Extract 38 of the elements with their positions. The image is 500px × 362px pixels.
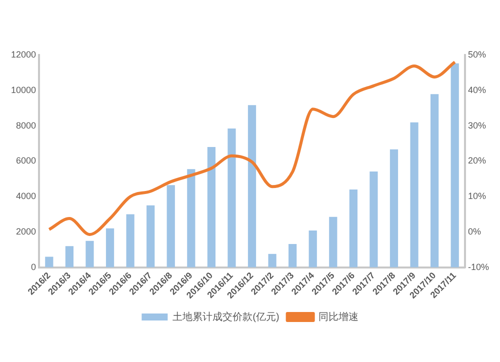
y-tick-label: 2000	[16, 226, 36, 236]
bar	[106, 228, 114, 268]
y-tick-label: 4000	[16, 191, 36, 202]
bar	[146, 205, 155, 268]
y2-tick-label: -10%	[468, 262, 490, 272]
y2-tick-label: 0%	[468, 226, 482, 236]
bar	[390, 149, 398, 268]
bar	[86, 240, 94, 268]
bar	[248, 105, 256, 268]
y-tick-label: 0	[31, 262, 36, 272]
bar	[329, 216, 338, 268]
bar	[126, 214, 134, 268]
y2-tick-label: 20%	[468, 156, 486, 166]
line-series	[48, 60, 456, 236]
bar	[207, 147, 216, 268]
y-tick-label: 12000	[10, 49, 36, 60]
bar	[450, 63, 459, 268]
bar	[65, 246, 74, 268]
y-tick-label: 8000	[16, 120, 36, 130]
y2-tick-label: 40%	[468, 84, 486, 95]
bar	[308, 230, 317, 268]
bar	[187, 169, 196, 268]
legend-label: 土地累计成交价款(亿元)	[172, 310, 280, 323]
bar	[228, 128, 236, 268]
bar	[410, 122, 418, 268]
bar	[45, 256, 54, 268]
legend-label: 同比增速	[318, 310, 358, 323]
bar	[370, 171, 378, 268]
bar	[430, 94, 439, 268]
bar	[268, 254, 276, 268]
bar	[288, 244, 297, 268]
y2-tick-label: 10%	[468, 191, 486, 202]
y-tick-label: 10000	[10, 84, 36, 95]
y2-tick-label: 50%	[468, 49, 486, 60]
y-tick-label: 6000	[16, 156, 36, 166]
y2-tick-label: 30%	[468, 120, 486, 130]
bar	[349, 189, 358, 268]
bar	[166, 185, 175, 268]
